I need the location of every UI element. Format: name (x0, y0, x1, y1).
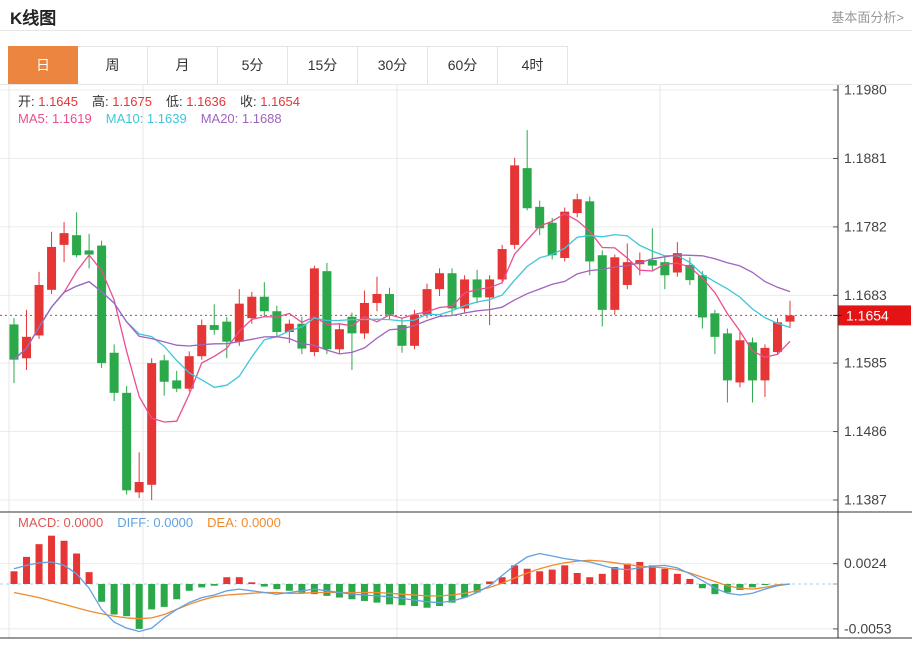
candlesticks (9, 130, 795, 500)
svg-text:0.0024: 0.0024 (844, 555, 887, 571)
svg-text:1.1683: 1.1683 (844, 287, 887, 303)
ma5-readout: MA5: 1.1619 (18, 111, 92, 126)
收-readout: 收: 1.1654 (240, 94, 300, 109)
fundamental-analysis-link[interactable]: 基本面分析> (831, 10, 904, 25)
tab-week[interactable]: 周 (78, 46, 148, 85)
开-readout: 开: 1.1645 (18, 94, 78, 109)
dea-line (13, 559, 791, 620)
tab-4hour[interactable]: 4时 (498, 46, 568, 85)
macd-readout: MACD: 0.0000 (18, 515, 104, 530)
panel-borders (0, 85, 912, 639)
price-axis: 1.1980 1.1881 1.1782 1.1683 1.1585 1.1486 1.13… (833, 82, 892, 636)
dea-readout: DEA: 0.0000 (207, 515, 281, 530)
svg-text:1.1486: 1.1486 (844, 423, 887, 439)
ma5-line (13, 213, 791, 423)
ma20-line (13, 254, 791, 361)
ma20-readout: MA20: 1.1688 (200, 111, 282, 126)
tab-60min[interactable]: 60分 (428, 46, 498, 85)
tab-month[interactable]: 月 (148, 46, 218, 85)
tab-30min[interactable]: 30分 (358, 46, 428, 85)
ohlc-info-row: 开: 1.1645 高: 1.1675 低: 1.1636 收: 1.1654 (18, 91, 314, 110)
page-title: K线图 (10, 9, 57, 28)
svg-text:-0.0053: -0.0053 (844, 620, 892, 636)
macd-info-row: MACD: 0.0000 DIFF: 0.0000 DEA: 0.0000 (18, 515, 295, 530)
tab-day[interactable]: 日 (8, 46, 78, 85)
tabbar-divider (0, 84, 912, 85)
page-header: K线图 基本面分析> (0, 0, 912, 31)
svg-text:1.1387: 1.1387 (844, 492, 887, 508)
diff-readout: DIFF: 0.0000 (117, 515, 194, 530)
gridlines (0, 85, 838, 638)
svg-text:1.1585: 1.1585 (844, 355, 887, 371)
低-readout: 低: 1.1636 (166, 94, 226, 109)
last-price-badge: 1.1654 (833, 305, 911, 326)
高-readout: 高: 1.1675 (92, 94, 152, 109)
tab-15min[interactable]: 15分 (288, 46, 358, 85)
diff-line (13, 552, 791, 633)
interval-tab-bar: 日周月 5分 15分 30分 60分 4时 (8, 46, 568, 85)
macd-histogram (10, 535, 769, 629)
ma10-line (13, 233, 791, 388)
svg-text:1.1654: 1.1654 (846, 307, 889, 323)
tab-5min[interactable]: 5分 (218, 46, 288, 85)
svg-text:1.1980: 1.1980 (844, 82, 887, 98)
ma-info-row: MA5: 1.1619 MA10: 1.1639 MA20: 1.1688 (18, 111, 296, 126)
svg-text:1.1782: 1.1782 (844, 218, 887, 234)
ma10-readout: MA10: 1.1639 (105, 111, 187, 126)
svg-text:1.1881: 1.1881 (844, 150, 887, 166)
